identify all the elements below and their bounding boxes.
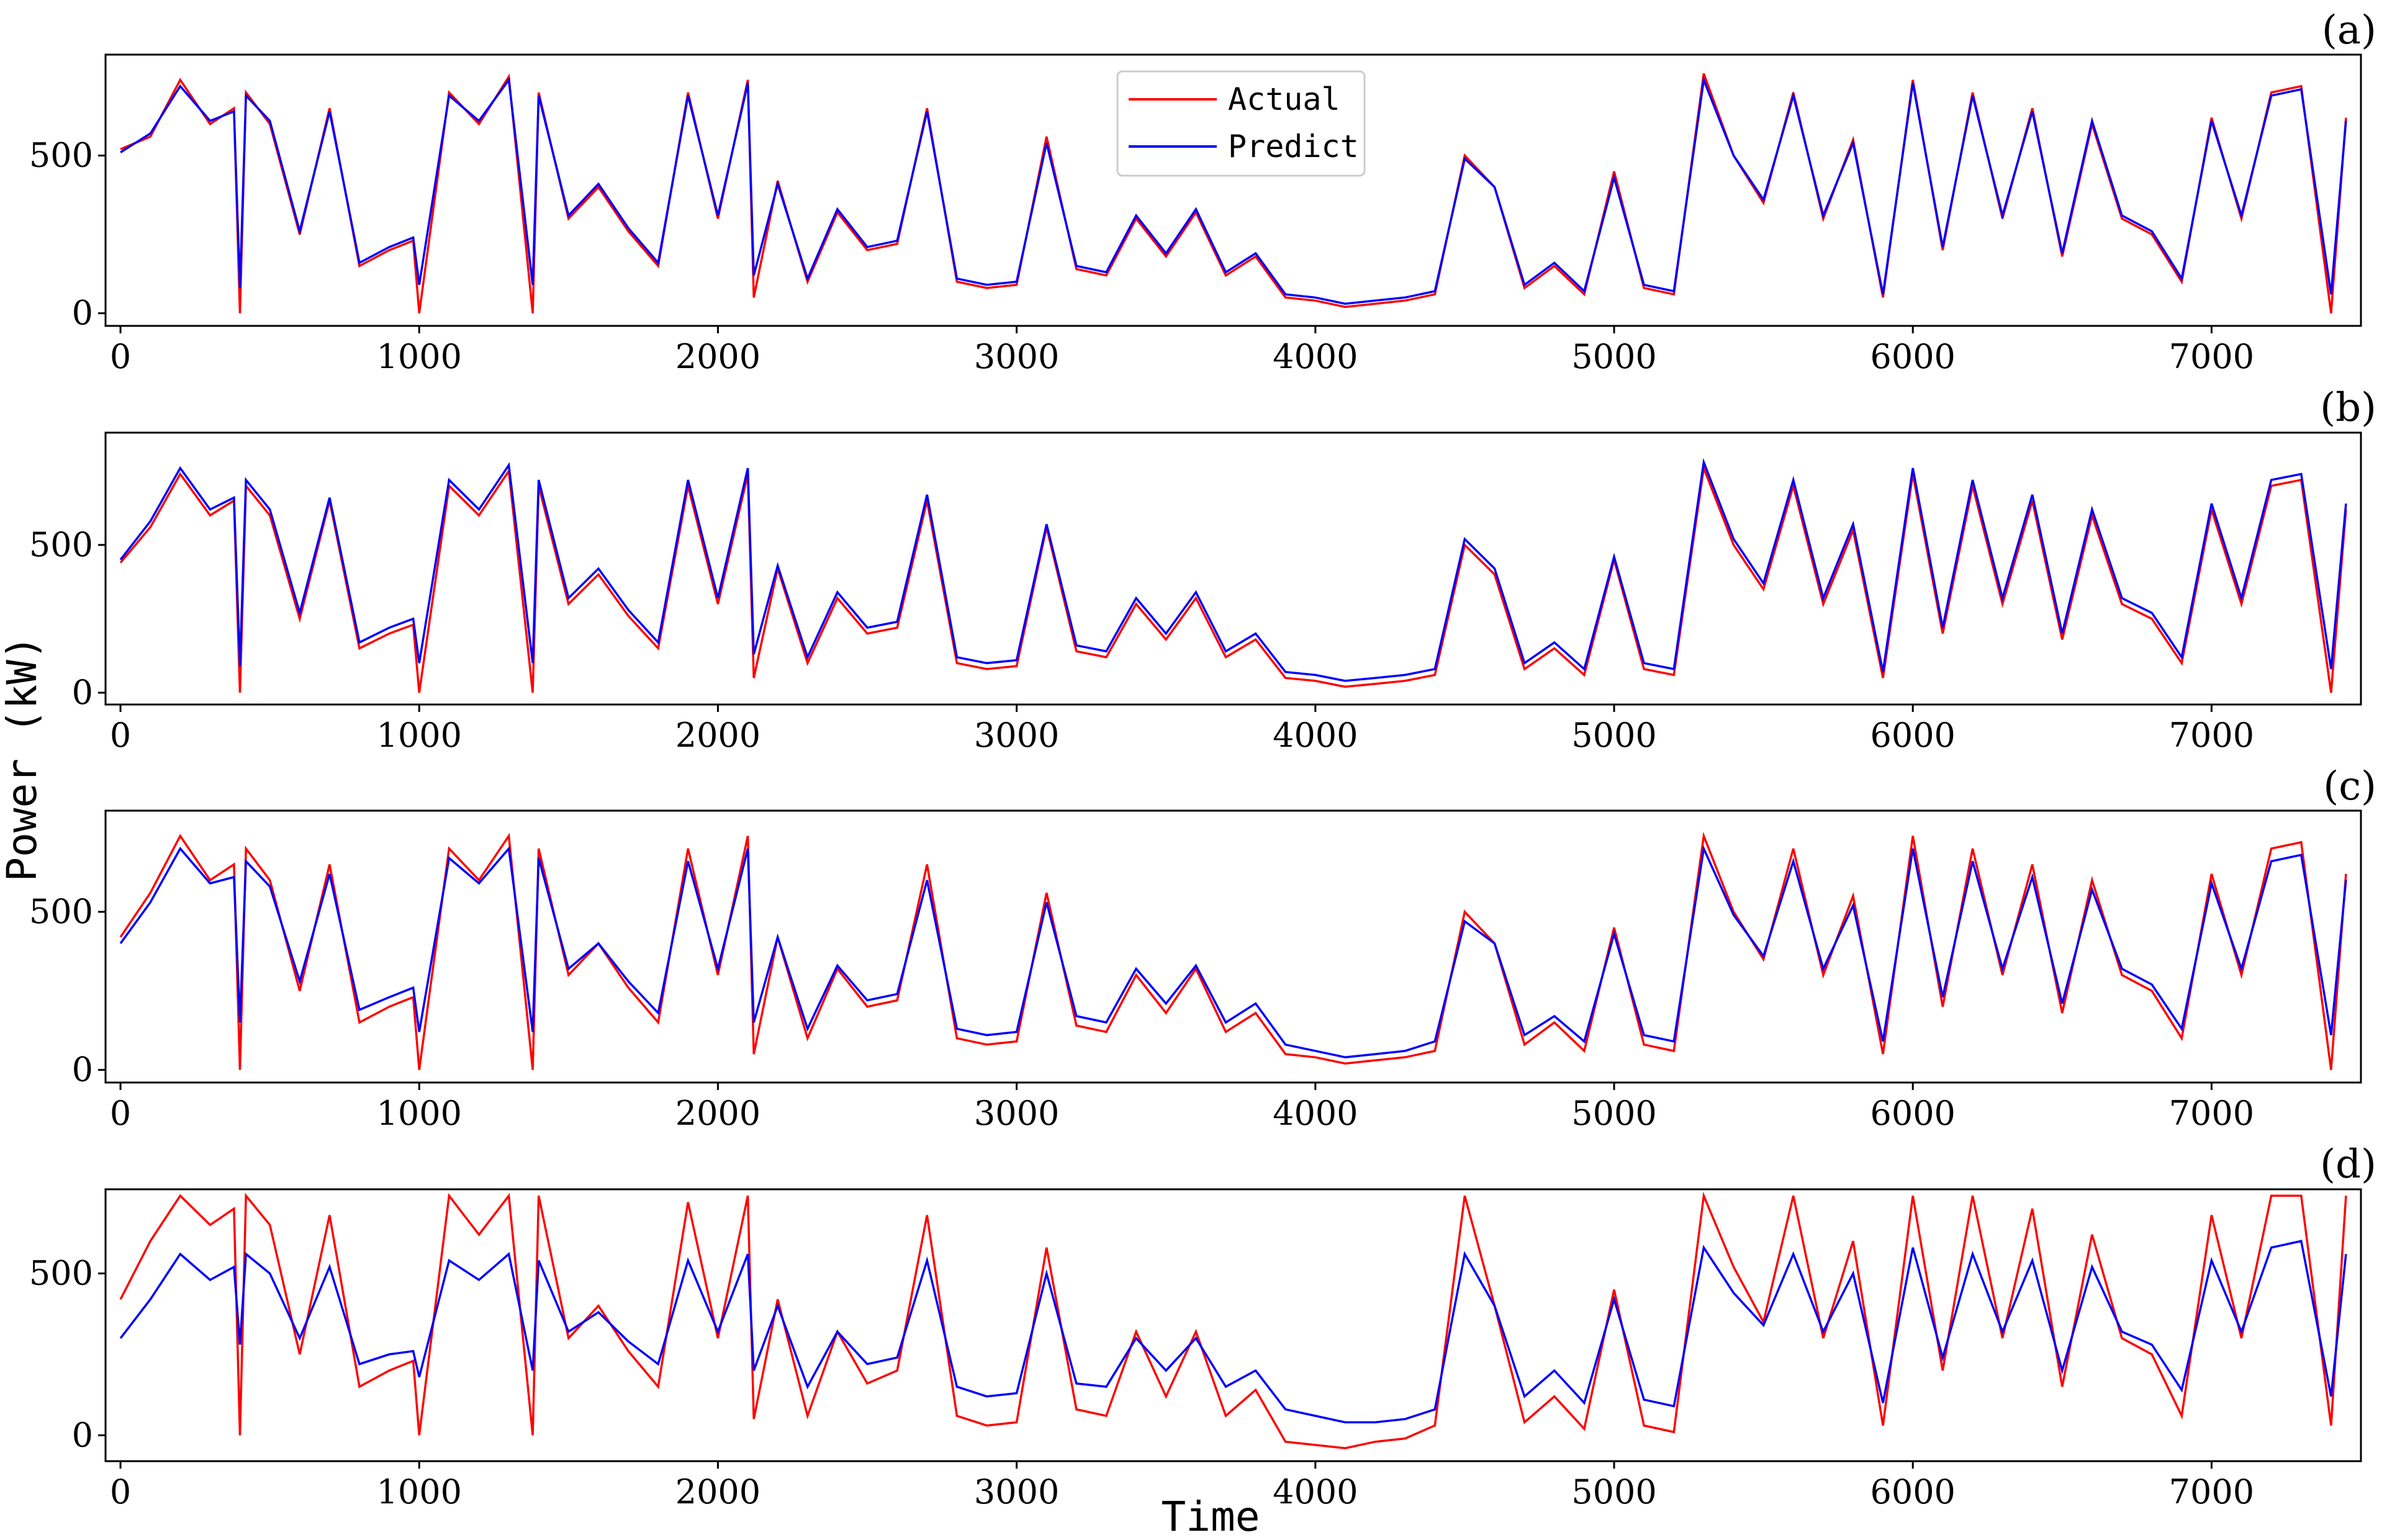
- y-tick-label: 0: [72, 1050, 93, 1089]
- x-tick-label: 0: [110, 1472, 131, 1511]
- legend-actual-label: Actual: [1228, 81, 1340, 117]
- x-tick-label: 1000: [377, 1472, 462, 1511]
- x-axis-ticks: 0 1000 2000 3000 4000 5000 6000 7000: [110, 705, 2254, 755]
- x-axis-ticks: 0 1000 2000 3000 4000 5000 6000 7000: [110, 1461, 2254, 1511]
- panel-label: (a): [2322, 7, 2376, 53]
- x-tick-label: 5000: [1571, 1094, 1656, 1133]
- y-axis-ticks: 0 500: [29, 892, 106, 1089]
- predict-series-line: [119, 457, 2347, 682]
- panel-label: (b): [2320, 385, 2376, 431]
- plot-area-frame: [104, 53, 2362, 327]
- panel-c: (c) 0 1000 2000 3000 4000 5000 6000 7000 0 500: [29, 763, 2376, 1133]
- y-axis-ticks: 0 500: [29, 1254, 106, 1454]
- panel-label: (d): [2320, 1141, 2376, 1187]
- x-tick-label: 6000: [1870, 1094, 1955, 1133]
- y-tick-label: 500: [29, 136, 93, 175]
- actual-series-line: [119, 831, 2347, 1070]
- y-tick-label: 500: [29, 892, 93, 931]
- predict-series-line: [119, 844, 2347, 1059]
- x-tick-label: 3000: [974, 1472, 1059, 1511]
- x-tick-label: 7000: [2169, 1472, 2254, 1511]
- plot-area-frame: [104, 809, 2362, 1084]
- x-tick-label: 5000: [1571, 716, 1656, 755]
- x-tick-label: 7000: [2169, 716, 2254, 755]
- y-tick-label: 500: [29, 525, 93, 564]
- panel-d: (d) 0 1000 2000 3000 4000 5000 6000 7000 0 500: [29, 1141, 2376, 1511]
- x-tick-label: 6000: [1870, 337, 1955, 376]
- x-tick-label: 0: [110, 716, 131, 755]
- panel-a: (a) 0 1000 2000 3000 4000 5000 6000 7000 0 500: [29, 7, 2376, 376]
- x-axis-ticks: 0 1000 2000 3000 4000 5000 6000 7000: [110, 1083, 2254, 1133]
- x-axis-ticks: 0 1000 2000 3000 4000 5000 6000 7000: [110, 326, 2254, 376]
- plot-area-frame: [104, 431, 2362, 706]
- panel-label: (c): [2323, 763, 2376, 809]
- x-tick-label: 6000: [1870, 1472, 1955, 1511]
- x-tick-label: 3000: [974, 716, 1059, 755]
- x-tick-label: 0: [110, 1094, 131, 1133]
- x-tick-label: 2000: [675, 337, 760, 376]
- x-tick-label: 7000: [2169, 1094, 2254, 1133]
- x-tick-label: 7000: [2169, 337, 2254, 376]
- x-tick-label: 4000: [1273, 1472, 1358, 1511]
- y-axis-ticks: 0 500: [29, 136, 106, 333]
- y-axis-title: Power (kW): [0, 635, 46, 881]
- y-axis-ticks: 0 500: [29, 525, 106, 712]
- x-tick-label: 2000: [675, 1472, 760, 1511]
- legend-box: [1116, 70, 1366, 177]
- x-tick-label: 1000: [377, 1094, 462, 1133]
- predict-series-line: [120, 75, 2347, 305]
- panel-b: (b) 0 1000 2000 3000 4000 5000 6000 7000 0 500: [29, 385, 2376, 755]
- x-tick-label: 6000: [1870, 716, 1955, 755]
- x-tick-label: 2000: [675, 716, 760, 755]
- legend: Actual Predict: [1116, 70, 1366, 177]
- x-tick-label: 5000: [1571, 337, 1656, 376]
- x-axis-title: Time: [1162, 1493, 1260, 1540]
- y-tick-label: 0: [72, 294, 93, 333]
- x-tick-label: 2000: [675, 1094, 760, 1133]
- x-tick-label: 5000: [1571, 1472, 1656, 1511]
- y-tick-label: 0: [72, 673, 93, 712]
- x-tick-label: 0: [110, 337, 131, 376]
- plot-area-frame: [104, 1188, 2362, 1462]
- legend-predict-label: Predict: [1228, 128, 1359, 164]
- actual-series-line: [119, 464, 2347, 693]
- x-tick-label: 1000: [377, 337, 462, 376]
- y-tick-label: 500: [29, 1254, 93, 1293]
- x-tick-label: 3000: [974, 1094, 1059, 1133]
- predict-series-line: [119, 1240, 2347, 1424]
- x-tick-label: 3000: [974, 337, 1059, 376]
- x-tick-label: 4000: [1273, 337, 1358, 376]
- x-tick-label: 1000: [377, 716, 462, 755]
- y-tick-label: 0: [72, 1415, 93, 1454]
- x-tick-label: 4000: [1273, 716, 1358, 755]
- actual-series-line: [119, 1191, 2347, 1449]
- x-tick-label: 4000: [1273, 1094, 1358, 1133]
